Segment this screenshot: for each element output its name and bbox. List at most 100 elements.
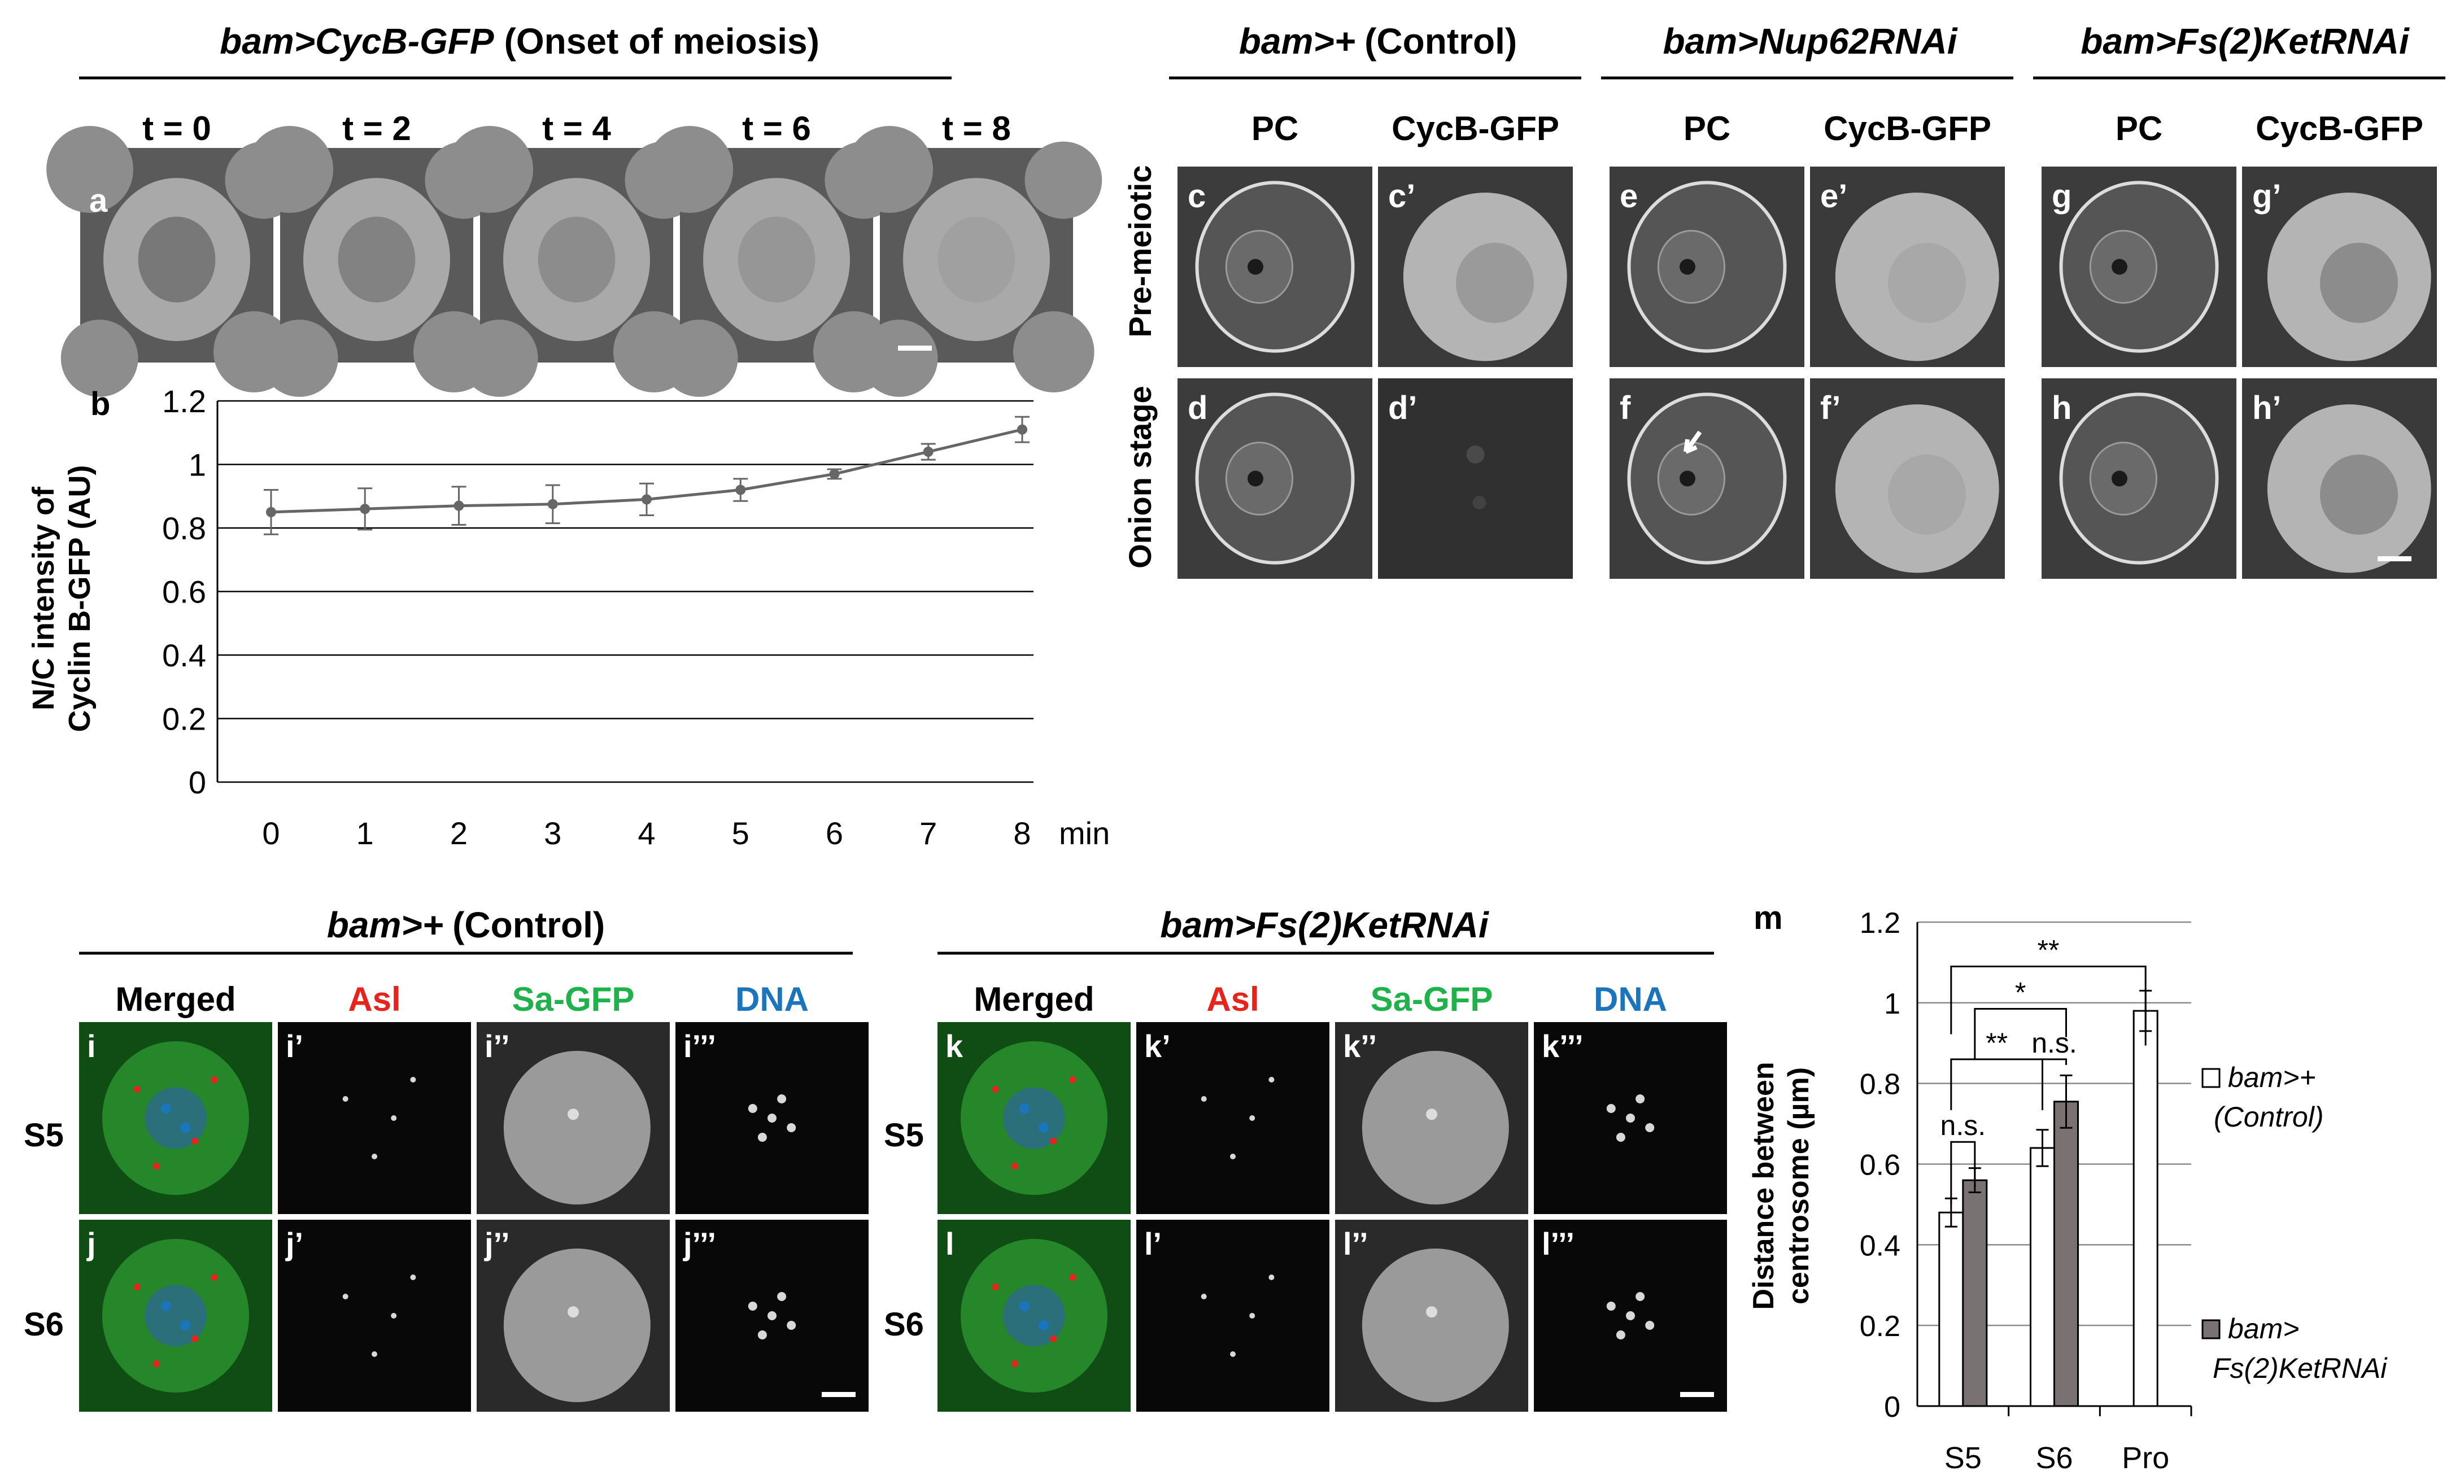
time-lapse-image xyxy=(46,126,303,397)
fluorescent-spot xyxy=(1616,1133,1625,1142)
row-label-pre-meiotic: Pre-meiotic xyxy=(1122,165,1158,338)
fluorescence-image-sa-gfp xyxy=(477,1022,670,1214)
x-tick-label: 3 xyxy=(544,815,561,851)
data-point xyxy=(360,504,370,514)
fluorescence-image-dna xyxy=(1534,1220,1727,1412)
phase-contrast-image xyxy=(1610,378,1804,579)
fluorescence-image-asl xyxy=(1136,1022,1329,1214)
channel-header: DNA xyxy=(1594,980,1667,1018)
group-title: bam>+ (Control) xyxy=(1239,21,1517,62)
fluorescent-spot xyxy=(1249,1313,1255,1319)
panel-letter: k’’ xyxy=(1343,1028,1377,1064)
phase-contrast-gfp-grid: bam>+ (Control) PC CycB-GFP c c’ d d’ bam>Nup62R… xyxy=(1169,21,2445,579)
panel-letter: l’’’ xyxy=(1542,1226,1575,1262)
asl-spot xyxy=(1050,1137,1057,1145)
nucleus xyxy=(1888,454,1966,535)
chart-m: 00.20.40.60.811.2S5 S6 Pro*****n.s.n.s. xyxy=(1860,907,2192,1475)
fluorescent-spot xyxy=(372,1154,377,1159)
panel-letter: f’ xyxy=(1820,390,1841,426)
chart-b: 0 0.2 0.4 0.6 0.8 1 1.2 0 1 2 3 4 5 6 7 8 xyxy=(162,383,1033,851)
chart-m-legend: bam>+ (Control) bam> Fs(2)KetRNAi xyxy=(2201,1062,2388,1384)
data-point xyxy=(547,499,558,509)
panel-letter: h’ xyxy=(2252,390,2282,426)
x-tick-label: 6 xyxy=(826,815,843,851)
panel-letter: i xyxy=(87,1028,96,1064)
time-label: t = 2 xyxy=(342,110,411,147)
image-background xyxy=(278,1220,471,1412)
phase-contrast-image xyxy=(1178,167,1372,367)
column-header-pc: PC xyxy=(1251,110,1298,147)
time-lapse-panels xyxy=(46,126,1102,397)
legend-control-line2: (Control) xyxy=(2214,1101,2323,1133)
data-point xyxy=(829,469,840,479)
fluorescent-spot xyxy=(410,1275,416,1280)
bar xyxy=(2053,1101,2079,1407)
svg-text:Distance between: Distance between xyxy=(1747,1062,1780,1310)
panel-letter: d’ xyxy=(1388,390,1418,426)
significance-label: ** xyxy=(2038,935,2060,966)
y-tick-label: 0.8 xyxy=(1860,1068,1900,1101)
cycb-gfp-image xyxy=(1810,378,2005,579)
phase-contrast-image xyxy=(1610,167,1804,367)
panel-letter: k’’’ xyxy=(1542,1028,1584,1064)
y-tick-label: 0.4 xyxy=(1860,1229,1900,1262)
svg-text:centrosome (µm): centrosome (µm) xyxy=(1782,1067,1815,1304)
dna-spot xyxy=(160,1103,171,1114)
neighbor-cell xyxy=(846,126,934,213)
legend-rnai-line1: bam> xyxy=(2228,1313,2299,1345)
cell-body xyxy=(503,1249,651,1402)
cycb-gfp-image xyxy=(1378,167,1573,367)
phase-contrast-image xyxy=(1178,378,1372,579)
panel-letter-b: b xyxy=(90,386,110,422)
nucleus xyxy=(338,216,416,303)
neighbor-cell xyxy=(860,320,938,397)
column-header-gfp: CycB-GFP xyxy=(1824,110,1991,147)
faint-spot xyxy=(1472,496,1486,510)
svg-text:Pre-meiotic: Pre-meiotic xyxy=(1122,165,1158,338)
y-tick-label: 0.8 xyxy=(162,510,206,546)
fluorescence-image-asl xyxy=(1136,1220,1329,1412)
significance-bracket xyxy=(1950,1058,2043,1110)
fluorescent-spot xyxy=(1636,1292,1645,1301)
nucleolus xyxy=(1248,259,1263,275)
fluorescence-image-merged xyxy=(79,1022,272,1214)
cell-body xyxy=(503,1051,651,1204)
fluorescence-image-merged xyxy=(937,1220,1131,1412)
time-label-row: t = 0 t = 2 t = 4 t = 6 t = 8 xyxy=(142,110,1011,147)
panel-letter: i’’’ xyxy=(683,1028,716,1064)
y-tick-label: 1 xyxy=(189,447,206,483)
x-tick-label: 0 xyxy=(262,815,280,851)
fluorescence-image-asl xyxy=(278,1022,471,1214)
y-tick-label: 0.6 xyxy=(1860,1149,1900,1182)
fluorescent-spot xyxy=(1249,1115,1255,1121)
fluorescent-spot xyxy=(767,1311,777,1320)
neighbor-cell xyxy=(460,320,538,397)
fluorescent-spot xyxy=(1230,1351,1236,1357)
bar xyxy=(1938,1211,1964,1407)
channel-header: Merged xyxy=(974,980,1094,1018)
time-lapse-image xyxy=(646,126,902,397)
svg-text:Cyclin B-GFP (AU): Cyclin B-GFP (AU) xyxy=(63,465,97,732)
fluorescence-image-sa-gfp xyxy=(1335,1220,1528,1412)
fluorescent-spot xyxy=(1636,1094,1645,1103)
phase-contrast-image xyxy=(2042,378,2236,579)
panel-letter: l xyxy=(945,1226,954,1262)
nucleolus xyxy=(1248,470,1263,487)
fluorescent-spot xyxy=(757,1133,767,1142)
fluorescent-spot xyxy=(787,1123,796,1132)
nucleus xyxy=(538,216,616,303)
bar xyxy=(1962,1179,1988,1407)
fluorescent-spot xyxy=(1645,1123,1655,1132)
neighbor-cell xyxy=(446,126,534,213)
panel-letter-m: m xyxy=(1754,900,1783,936)
nucleus xyxy=(1456,242,1534,323)
y-tick-label: 1 xyxy=(1884,988,1900,1020)
panel-letter: c’ xyxy=(1388,178,1415,215)
asl-spot xyxy=(211,1076,218,1083)
group-title: bam>Fs(2)KetRNAi xyxy=(2081,21,2410,62)
data-point xyxy=(1017,424,1027,435)
neighbor-cell xyxy=(1024,141,1102,219)
bright-spot xyxy=(1426,1306,1437,1318)
dna-spot xyxy=(160,1301,171,1311)
fluorescent-spot xyxy=(777,1094,787,1103)
